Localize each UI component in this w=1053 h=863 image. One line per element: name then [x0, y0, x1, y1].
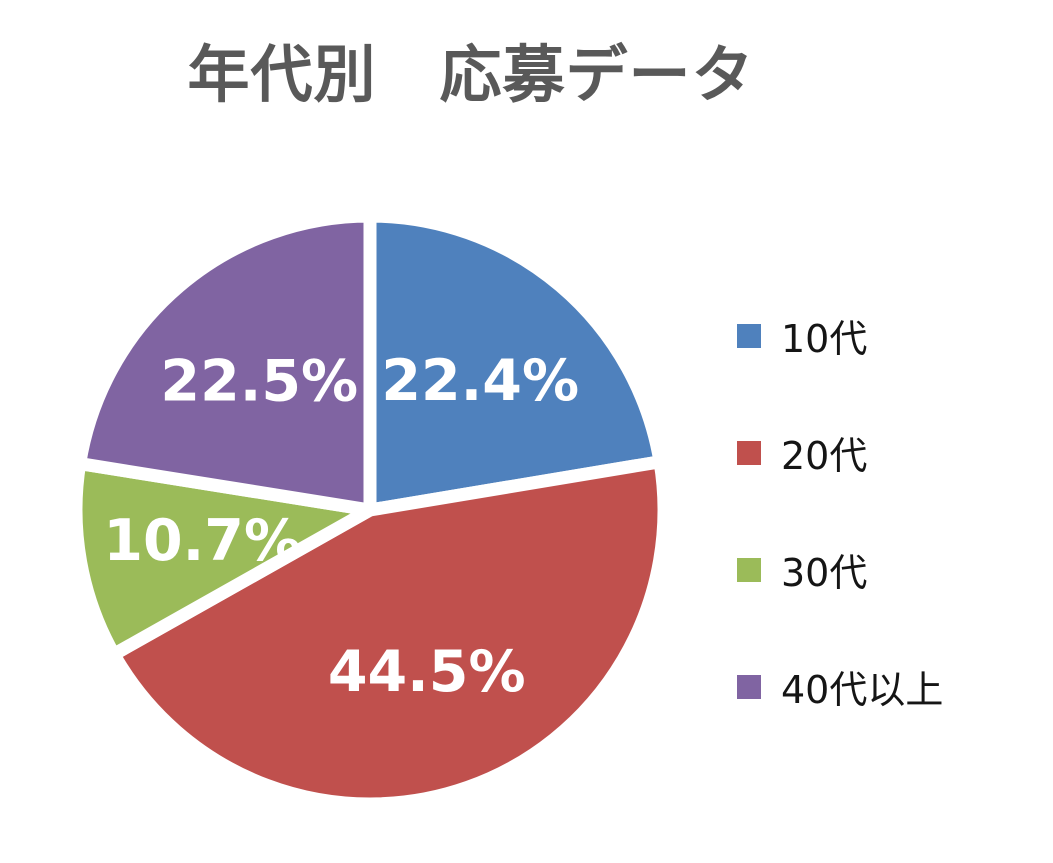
pie-slices-group [69, 209, 671, 811]
legend-label: 40代以上 [781, 668, 944, 712]
legend-label: 30代 [781, 551, 868, 595]
pie-slice-label: 22.4% [381, 348, 579, 414]
legend-swatch-icon [737, 557, 761, 582]
legend-item: 40代以上 [737, 628, 943, 745]
legend-swatch-icon [737, 323, 761, 348]
legend: 10代 20代 30代 40代以上 [737, 277, 943, 745]
legend-label: 10代 [781, 317, 868, 361]
pie-slice-label: 22.5% [160, 348, 358, 414]
pie-slice-label: 10.7% [103, 508, 301, 574]
pie-labels-group: 22.4% 44.5% 10.7% 22.5% [103, 348, 579, 705]
legend-item: 10代 [737, 277, 943, 394]
legend-swatch-icon [737, 440, 761, 465]
pie-slice-30代 [69, 457, 377, 661]
pie-slice-20代 [107, 455, 671, 811]
pie-slice-10代 [363, 209, 667, 517]
pie-slice-40代以上 [73, 209, 377, 517]
legend-swatch-icon [737, 674, 761, 699]
legend-label: 20代 [781, 434, 868, 478]
legend-item: 30代 [737, 511, 943, 628]
chart-title: 年代別 応募データ [187, 38, 755, 111]
pie-slice-label: 44.5% [328, 639, 526, 705]
legend-item: 20代 [737, 394, 943, 511]
